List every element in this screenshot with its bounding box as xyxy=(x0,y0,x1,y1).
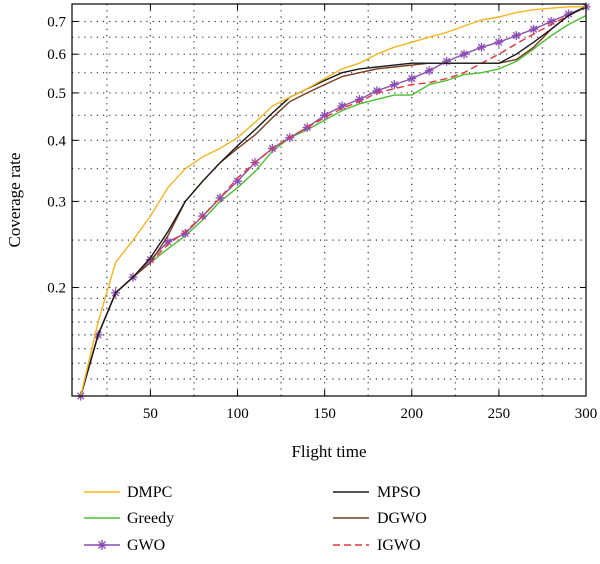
legend-label-dgwo: DGWO xyxy=(377,510,427,527)
y-tick-label: 0.2 xyxy=(47,281,66,297)
x-tick-label: 50 xyxy=(143,406,158,422)
grid-layer xyxy=(72,4,586,396)
legend-marker-gwo xyxy=(97,540,107,550)
series-line-dmpc xyxy=(80,6,586,397)
series-point-gwo xyxy=(459,49,469,59)
series-point-gwo xyxy=(163,237,173,247)
series-point-gwo xyxy=(476,42,486,52)
series-line-dgwo xyxy=(80,6,587,397)
legend-label-greedy: Greedy xyxy=(127,510,174,527)
series-point-gwo xyxy=(442,56,452,66)
x-tick-label: 300 xyxy=(575,406,598,422)
legend-label-gwo: GWO xyxy=(127,537,165,554)
series-point-gwo xyxy=(564,9,574,19)
series-point-gwo xyxy=(354,94,364,104)
y-tick-label: 0.3 xyxy=(47,194,66,210)
series-point-gwo xyxy=(389,80,399,90)
legend-label-igwo: IGWO xyxy=(377,537,421,554)
x-tick-label: 250 xyxy=(488,406,511,422)
legend: DMPC Greedy GWO MPSO DGWO IGWO xyxy=(84,484,427,554)
legend-label-dmpc: DMPC xyxy=(127,484,172,501)
series-point-gwo xyxy=(511,31,521,41)
y-tick-label: 0.7 xyxy=(47,14,66,30)
series-line-mpso xyxy=(80,6,587,397)
x-tick-label: 150 xyxy=(313,406,336,422)
series-layer xyxy=(76,2,591,401)
x-tick-label: 200 xyxy=(401,406,424,422)
x-axis-title: Flight time xyxy=(291,442,366,461)
y-axis-title: Coverage rate xyxy=(5,153,24,248)
series-point-gwo xyxy=(529,24,539,34)
legend-label-mpso: MPSO xyxy=(377,484,421,501)
series-point-gwo xyxy=(494,37,504,47)
series-point-gwo xyxy=(372,86,382,96)
series-point-gwo xyxy=(424,66,434,76)
y-tick-label: 0.5 xyxy=(47,86,66,102)
series-point-gwo xyxy=(320,110,330,120)
series-point-gwo xyxy=(407,74,417,84)
series-point-gwo xyxy=(337,101,347,111)
y-tick-label: 0.6 xyxy=(47,47,66,63)
tick-layer: 50 100 150 200 250 300 0.2 0.3 0.4 0.5 0.6 0.7 xyxy=(47,4,597,422)
series-point-gwo xyxy=(233,176,243,186)
series-point-gwo xyxy=(546,16,556,26)
series-point-gwo xyxy=(180,228,190,238)
plot-frame xyxy=(71,3,587,397)
x-tick-label: 100 xyxy=(226,406,249,422)
series-line-greedy xyxy=(80,14,587,397)
y-tick-label: 0.4 xyxy=(47,133,66,149)
series-point-gwo xyxy=(215,193,225,203)
series-point-gwo xyxy=(145,255,155,265)
series-line-igwo xyxy=(80,6,587,397)
